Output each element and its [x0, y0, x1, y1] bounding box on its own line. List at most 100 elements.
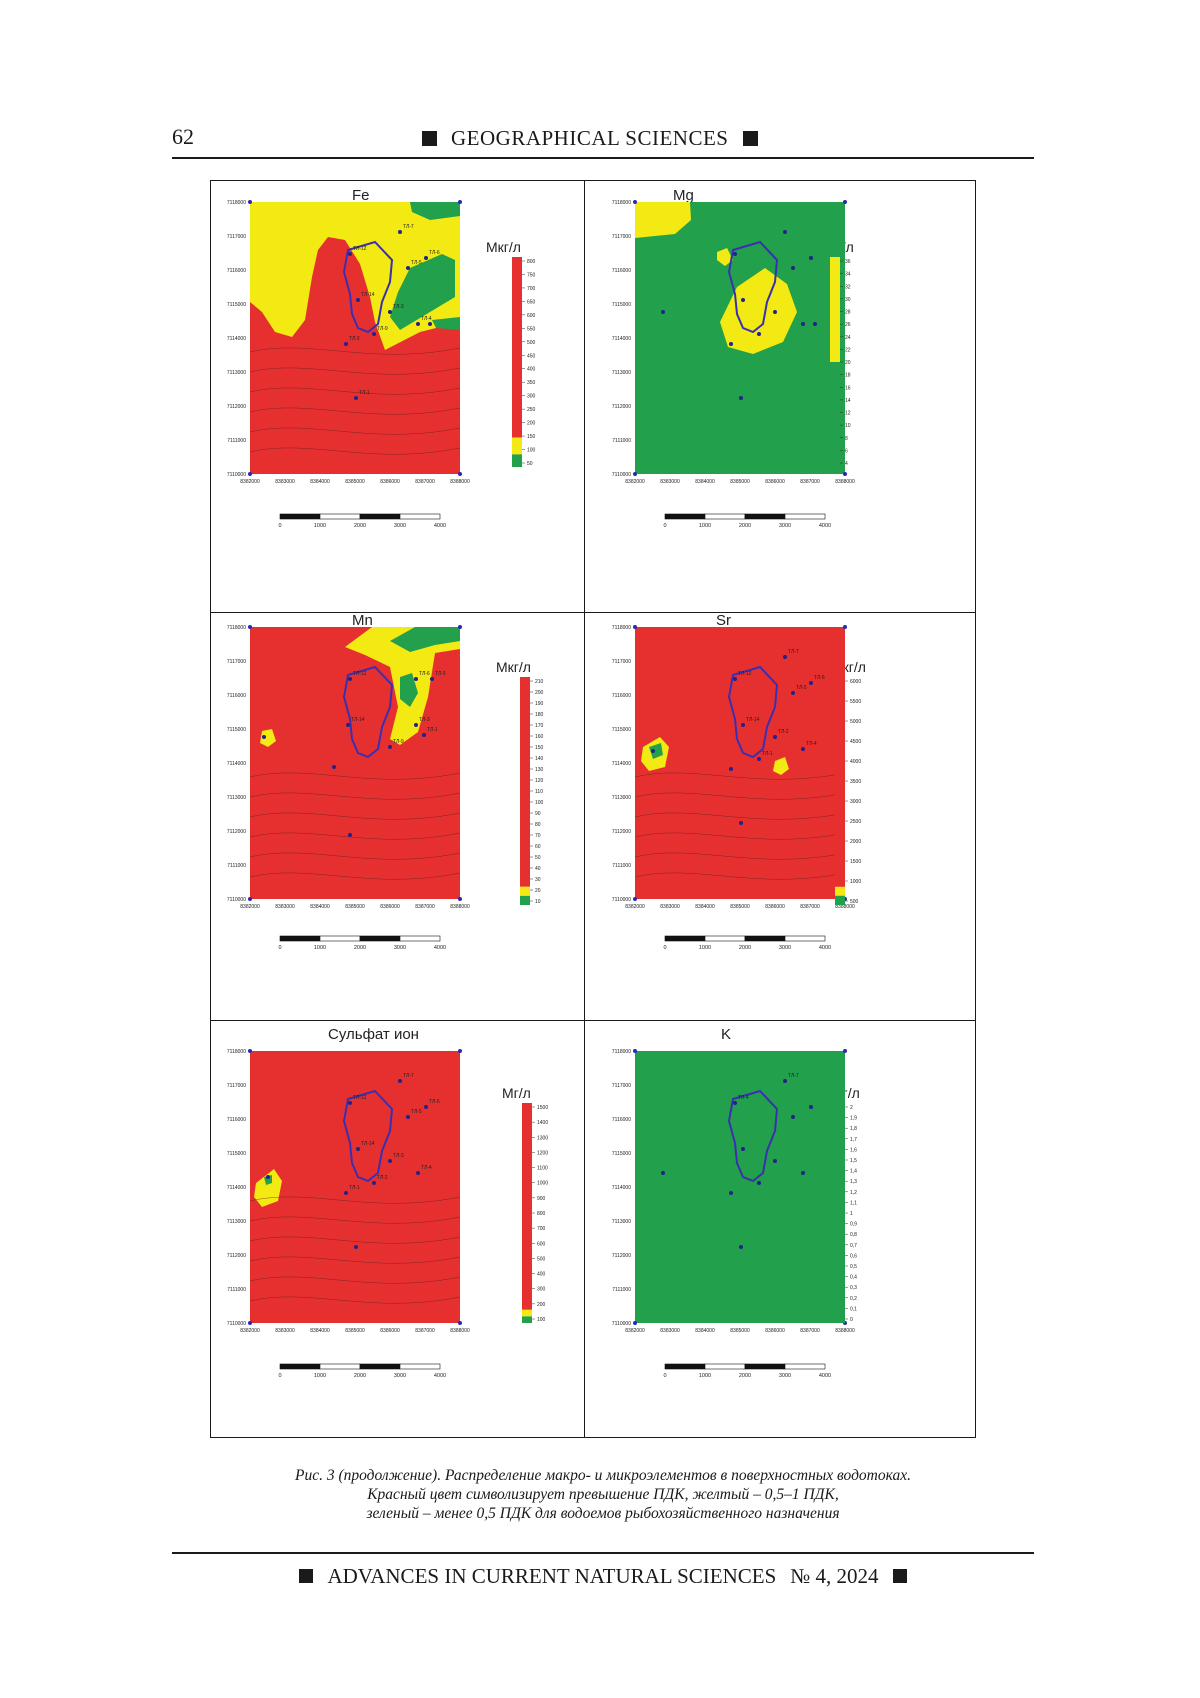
square-bullet-icon	[893, 1569, 907, 1583]
x-tick-label: 8385000	[345, 904, 365, 910]
y-tick-label: 7115000	[612, 1151, 631, 1157]
legend-band	[512, 257, 522, 438]
sample-point-label: ТЛ-14	[361, 292, 375, 298]
frame-corner-marker	[458, 200, 462, 204]
legend-band	[835, 887, 845, 896]
legend-tick-label: 1,8	[850, 1126, 857, 1132]
y-tick-label: 7116000	[227, 693, 246, 699]
section-title-text: GEOGRAPHICAL SCIENCES	[451, 126, 729, 151]
sample-point-label: ТЛ-5	[435, 671, 446, 677]
map-svg: ТЛ-7ТЛ-12ТЛ-6ТЛ-5ТЛ-14ТЛ-4ТЛ-3ТЛ-9ТЛ-2ТЛ…	[210, 180, 584, 612]
sample-point-marker	[757, 757, 761, 761]
scale-bar-segment	[745, 936, 785, 941]
scale-bar-label: 1000	[699, 1373, 711, 1379]
legend-tick-label: 500	[537, 1256, 546, 1262]
sample-point-label: ТЛ-1	[349, 1185, 360, 1191]
sample-point-label: ТЛ-1	[762, 751, 773, 757]
y-tick-label: 7115000	[612, 727, 631, 733]
legend-tick-label: 32	[845, 284, 851, 290]
scale-bar-segment	[360, 936, 400, 941]
frame-corner-marker	[633, 200, 637, 204]
y-tick-label: 7113000	[612, 370, 631, 376]
y-tick-label: 7115000	[227, 1151, 246, 1157]
legend-tick-label: 80	[535, 822, 541, 828]
sample-point-marker	[729, 767, 733, 771]
sample-point-marker	[791, 266, 795, 270]
x-tick-label: 8385000	[730, 1328, 750, 1334]
map-panel-sulfate: Сульфат ионМг/лТЛ-7ТЛ-12ТЛ-6ТЛ-5ТЛ-14ТЛ-…	[210, 1021, 584, 1438]
legend-tick-label: 5000	[850, 719, 861, 725]
y-tick-label: 7116000	[612, 268, 631, 274]
legend-tick-label: 3500	[850, 779, 861, 785]
frame-corner-marker	[843, 472, 847, 476]
y-tick-label: 7117000	[227, 1083, 246, 1089]
legend-band	[830, 362, 840, 467]
sample-point-marker	[809, 256, 813, 260]
frame-corner-marker	[248, 472, 252, 476]
sample-point-label: ТЛ-1	[427, 727, 438, 733]
scale-bar-segment	[745, 514, 785, 519]
sample-point-marker	[729, 342, 733, 346]
sample-point-label: ТЛ-7	[788, 1073, 799, 1079]
sample-point-marker	[354, 1245, 358, 1249]
x-tick-label: 8386000	[765, 1328, 785, 1334]
y-tick-label: 7114000	[227, 761, 246, 767]
legend-tick-label: 50	[535, 855, 541, 861]
y-tick-label: 7113000	[227, 795, 246, 801]
x-tick-label: 8384000	[695, 1328, 715, 1334]
sample-point-marker	[757, 332, 761, 336]
legend-tick-label: 1200	[537, 1150, 548, 1156]
x-tick-label: 8387000	[415, 1328, 435, 1334]
scale-bar-segment	[400, 514, 440, 519]
legend-band	[520, 677, 530, 887]
legend-tick-label: 4000	[850, 759, 861, 765]
scale-bar-label: 3000	[394, 1373, 406, 1379]
scale-bar-segment	[400, 936, 440, 941]
legend-tick-label: 1,1	[850, 1200, 857, 1206]
square-bullet-icon	[422, 131, 437, 146]
x-tick-label: 8387000	[800, 479, 820, 485]
scale-bar-segment	[280, 514, 320, 519]
legend-tick-label: 100	[527, 448, 536, 454]
scale-bar-label: 4000	[434, 1373, 446, 1379]
sample-point-label: ТЛ-14	[361, 1141, 375, 1147]
frame-corner-marker	[633, 472, 637, 476]
legend-tick-label: 120	[535, 778, 544, 784]
x-tick-label: 8383000	[275, 904, 295, 910]
scale-bar-segment	[745, 1364, 785, 1369]
page-footer: ADVANCES IN CURRENT NATURAL SCIENCES № 4…	[172, 1556, 1034, 1596]
scale-bar-segment	[705, 936, 745, 941]
y-tick-label: 7116000	[227, 268, 246, 274]
sample-point-label: ТЛ-14	[351, 717, 365, 723]
sample-point-label: ТЛ-4	[806, 741, 817, 747]
legend-tick-label: 130	[535, 767, 544, 773]
sample-point-marker	[348, 1101, 352, 1105]
sample-point-marker	[733, 677, 737, 681]
sample-point-label: ТЛ-1	[359, 390, 370, 396]
map-svg: ТЛ-7ТЛ-12ТЛ-6ТЛ-5ТЛ-14ТЛ-4ТЛ-3ТЛ-2ТЛ-171…	[210, 1021, 584, 1438]
sample-point-marker	[783, 655, 787, 659]
legend-tick-label: 500	[850, 899, 859, 905]
sample-point-label: ТЛ-7	[788, 649, 799, 655]
sample-point-marker	[729, 1191, 733, 1195]
y-tick-label: 7117000	[227, 659, 246, 665]
frame-corner-marker	[248, 625, 252, 629]
scale-bar-segment	[785, 514, 825, 519]
y-tick-label: 7115000	[227, 727, 246, 733]
legend-tick-label: 110	[535, 789, 543, 795]
legend-tick-label: 1500	[537, 1105, 548, 1111]
scale-bar-segment	[665, 514, 705, 519]
scale-bar-label: 0	[278, 523, 281, 529]
scale-bar-label: 2000	[354, 1373, 366, 1379]
x-tick-label: 8386000	[765, 904, 785, 910]
scale-bar-label: 0	[663, 523, 666, 529]
frame-corner-marker	[458, 625, 462, 629]
sample-point-marker	[773, 310, 777, 314]
legend-tick-label: 1500	[850, 859, 861, 865]
map-area: ТЛ-7ТЛ-12ТЛ-6ТЛ-5ТЛ-14ТЛ-4ТЛ-3ТЛ-2ТЛ-171…	[227, 1049, 470, 1334]
legend-tick-label: 100	[537, 1317, 546, 1323]
legend-tick-label: 26	[845, 322, 851, 328]
square-bullet-icon	[299, 1569, 313, 1583]
y-tick-label: 7118000	[612, 1049, 631, 1055]
y-tick-label: 7111000	[612, 1287, 631, 1293]
